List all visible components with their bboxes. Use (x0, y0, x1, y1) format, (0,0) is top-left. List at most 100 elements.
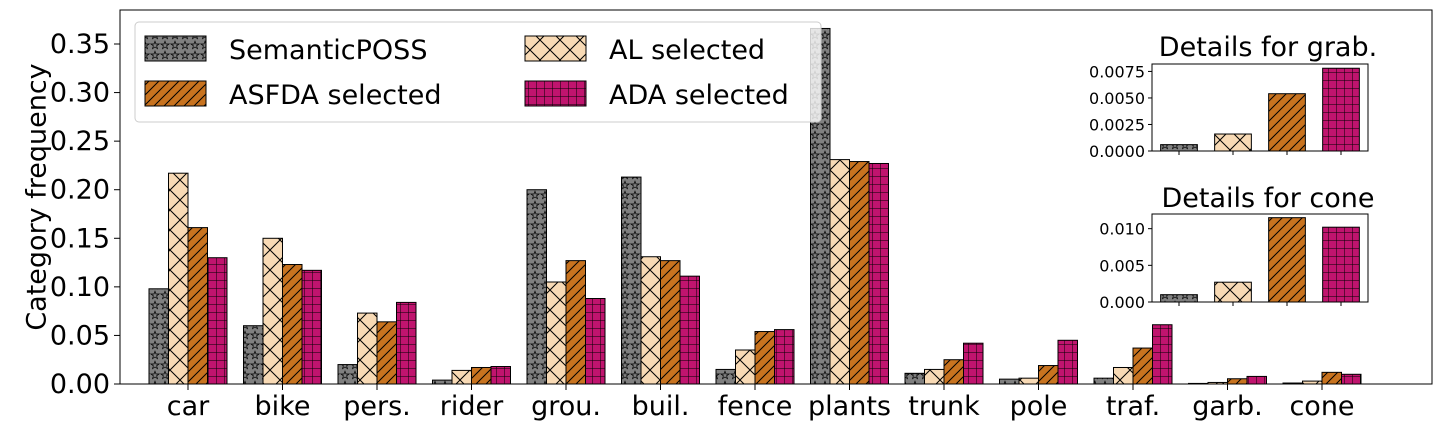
y-tick-label: 0.25 (50, 126, 110, 157)
legend-swatch-semanticposs (144, 35, 207, 62)
y-axis-label: Category frequency (22, 63, 53, 330)
bar-al-selected-grou (546, 281, 567, 385)
x-tick-label-rider: rider (440, 391, 504, 422)
bar-semanticposs-traf (1093, 377, 1114, 385)
inset-title: Details for cone (1162, 183, 1375, 214)
x-tick-label-buil: buil. (632, 391, 690, 422)
bar-asfda-selected-plants (849, 161, 870, 385)
bar-ada-selected-plants (868, 162, 889, 385)
bar-asfda-selected-car (187, 227, 208, 385)
bar-ada-selected-traf (1152, 324, 1173, 385)
x-tick-label-garb: garb. (1192, 391, 1263, 422)
bar-semanticposs-bike (243, 325, 264, 385)
bar-asfda-selected-buil (660, 260, 681, 385)
legend: SemanticPOSS ASFDA selected AL selected ADA… (134, 21, 822, 123)
inset-garbage-details: 0.0000 0.0025 0.0050 0.0075 Details for grab… (1089, 32, 1377, 161)
x-tick-label-traf: traf. (1106, 391, 1160, 422)
bar-ada-selected-buil (679, 275, 700, 385)
bar-asfda-selected-traf (1132, 347, 1153, 385)
legend-swatch-ada-selected (524, 80, 587, 107)
bar-asfda-selected-rider (471, 366, 492, 385)
bar-al-selected-pers (357, 312, 378, 385)
inset-frame (1151, 63, 1369, 152)
bar-asfda-selected-pers (376, 321, 397, 385)
inset-bar-ada-selected (1322, 67, 1360, 152)
bar-al-selected-traf (1113, 366, 1134, 385)
x-tick-label-fence: fence (718, 391, 793, 422)
bar-al-selected-buil (640, 256, 661, 385)
x-tick-label-pole: pole (1010, 391, 1068, 422)
x-tick-label-pers: pers. (343, 391, 411, 422)
bar-ada-selected-cone (1341, 373, 1362, 385)
legend-label-semanticposs: SemanticPOSS (229, 35, 427, 66)
inset-bar-asfda-selected (1268, 93, 1306, 152)
inset-y-tick-label: 0.010 (1099, 220, 1145, 239)
bar-asfda-selected-trunk (943, 359, 964, 385)
legend-label-ada-selected: ADA selected (609, 80, 789, 111)
bar-al-selected-plants (829, 159, 850, 385)
bar-ada-selected-grou (585, 298, 606, 385)
inset-bar-al-selected (1214, 133, 1252, 152)
bar-asfda-selected-grou (565, 260, 586, 385)
inset-y-tick-label: 0.0000 (1089, 142, 1145, 161)
x-tick-label-bike: bike (255, 391, 311, 422)
bar-asfda-selected-garb (1227, 378, 1248, 385)
y-tick-label: 0.20 (50, 175, 110, 206)
bar-ada-selected-car (207, 257, 228, 385)
bar-ada-selected-pole (1057, 339, 1078, 385)
bar-al-selected-bike (262, 237, 283, 385)
bar-ada-selected-fence (774, 329, 795, 385)
bar-semanticposs-grou (526, 189, 547, 385)
bar-al-selected-rider (451, 369, 472, 385)
y-tick-label: 0.05 (50, 320, 110, 351)
legend-swatch-asfda-selected (144, 80, 207, 107)
inset-bar-semanticposs (1160, 294, 1198, 303)
bar-semanticposs-fence (715, 368, 736, 385)
bar-asfda-selected-cone (1321, 371, 1342, 385)
bar-al-selected-trunk (924, 368, 945, 385)
inset-y-tick-label: 0.0050 (1089, 89, 1145, 108)
legend-swatch-al-selected (524, 35, 587, 62)
x-tick-label-car: car (167, 391, 210, 422)
y-tick-label: 0.10 (50, 272, 110, 303)
x-tick-label-cone: cone (1289, 391, 1354, 422)
bar-semanticposs-car (148, 288, 169, 385)
inset-bar-semanticposs (1160, 144, 1198, 152)
inset-y-tick-label: 0.005 (1099, 256, 1145, 275)
inset-frame (1151, 213, 1369, 303)
y-tick-label: 0.15 (50, 223, 110, 254)
x-tick-label-trunk: trunk (908, 391, 980, 422)
bar-al-selected-pole (1018, 377, 1039, 385)
y-tick-label: 0.00 (50, 369, 110, 400)
x-tick-label-grou: grou. (531, 391, 601, 422)
legend-box (134, 21, 822, 123)
bar-asfda-selected-pole (1038, 365, 1059, 385)
bar-semanticposs-buil (621, 176, 642, 385)
y-tick-label: 0.35 (50, 29, 110, 60)
inset-cone-details: 0.000 0.005 0.010 Details for cone (1099, 183, 1374, 312)
bar-semanticposs-pers (337, 364, 358, 385)
inset-y-tick-label: 0.0025 (1089, 115, 1145, 134)
inset-bar-al-selected (1214, 281, 1252, 303)
inset-y-tick-label: 0.000 (1099, 293, 1145, 312)
bar-semanticposs-pole (999, 378, 1020, 385)
bar-asfda-selected-bike (282, 264, 303, 385)
bar-ada-selected-bike (301, 269, 322, 385)
inset-bar-asfda-selected (1268, 217, 1306, 303)
bar-asfda-selected-fence (754, 331, 775, 385)
bar-semanticposs-rider (432, 379, 453, 385)
bar-al-selected-car (168, 172, 189, 385)
legend-label-al-selected: AL selected (609, 35, 765, 66)
inset-y-tick-label: 0.0075 (1089, 62, 1145, 81)
x-tick-label-plants: plants (808, 391, 891, 422)
bar-al-selected-fence (735, 349, 756, 385)
inset-title: Details for grab. (1159, 32, 1377, 63)
inset-bar-ada-selected (1322, 226, 1360, 303)
plot-frame (119, 9, 1433, 385)
bar-ada-selected-trunk (963, 342, 984, 385)
legend-label-asfda-selected: ASFDA selected (229, 80, 441, 111)
bar-ada-selected-garb (1246, 375, 1267, 385)
bar-ada-selected-pers (396, 301, 417, 385)
bar-semanticposs-trunk (904, 372, 925, 385)
